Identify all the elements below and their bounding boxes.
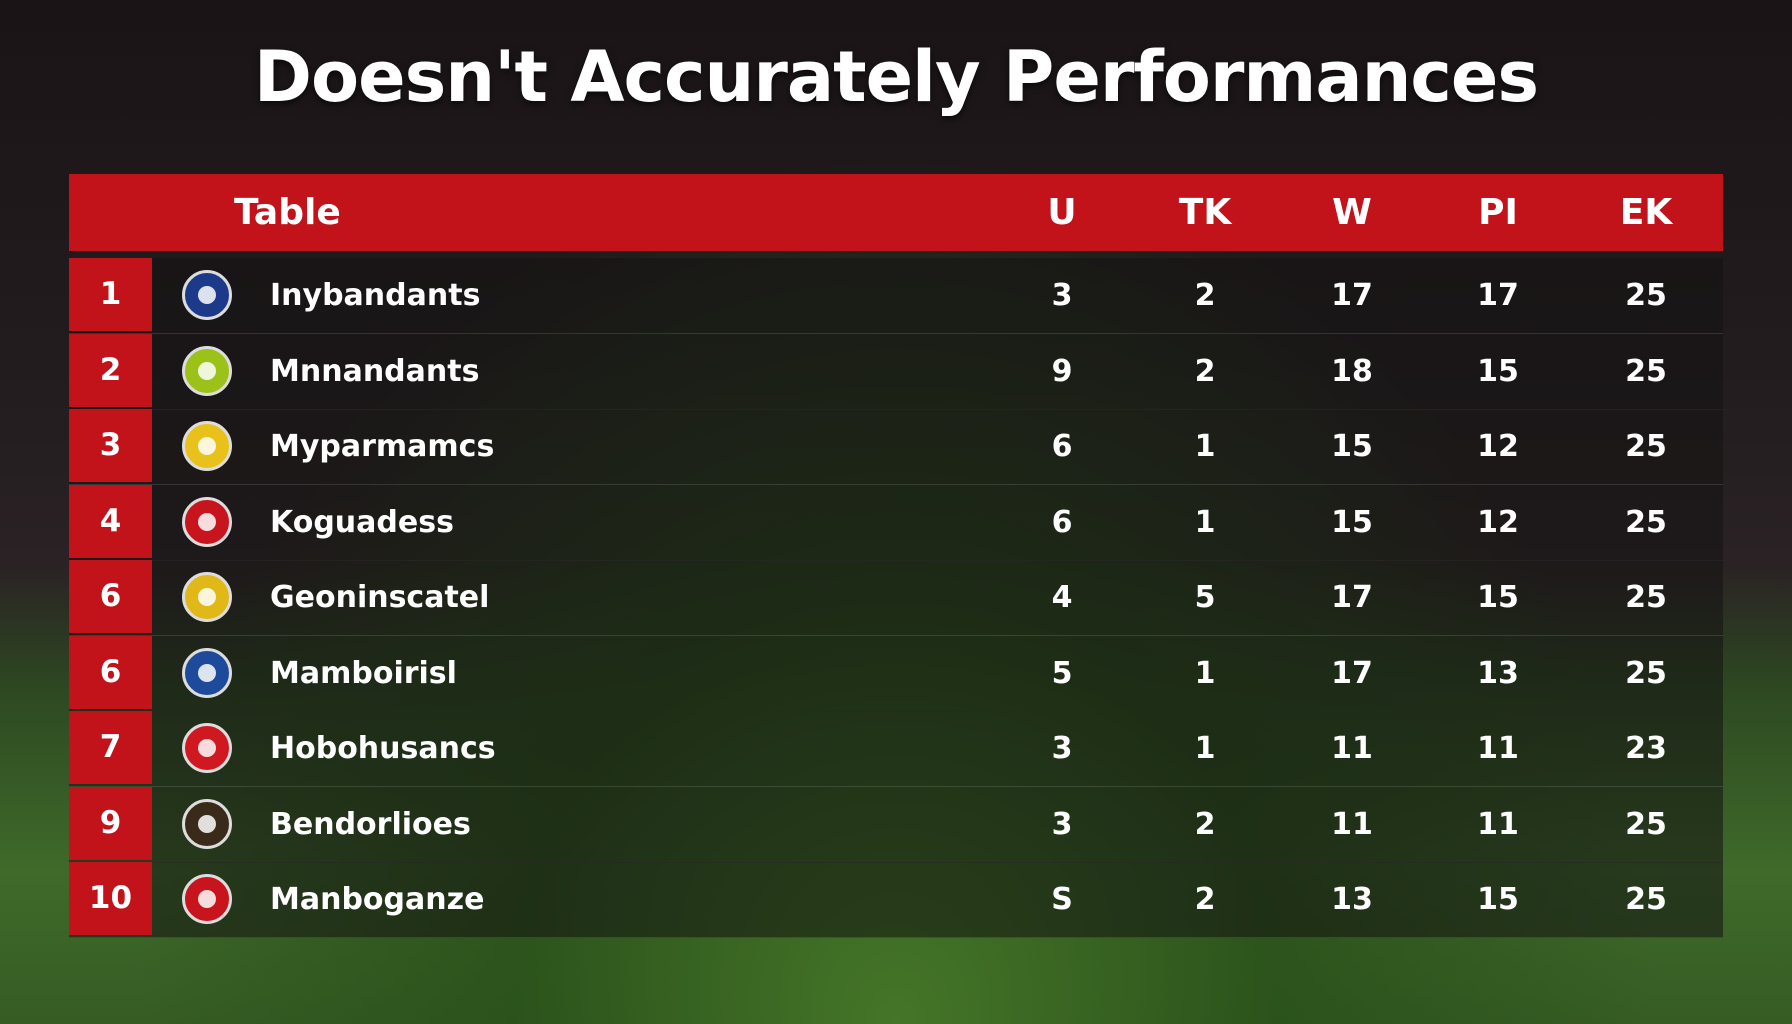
stat-cell: 25	[1625, 278, 1667, 313]
stat-cell: 11	[1477, 731, 1519, 766]
stat-cell: 1	[1194, 429, 1216, 464]
team-logo	[182, 647, 232, 698]
table-row: 7 Hobohusancs 3 1 11 11 23	[69, 711, 1723, 787]
rank: 6	[69, 635, 152, 709]
stat-cell: 25	[1625, 580, 1667, 615]
stat-cell: 2	[1194, 278, 1216, 313]
team-logo	[182, 723, 232, 773]
stat-cell: 1	[1194, 504, 1216, 540]
stat-cell: 25	[1625, 353, 1667, 389]
team-name: Koguadess	[270, 504, 454, 540]
stat-cell: 13	[1331, 882, 1373, 917]
team-logo	[182, 270, 232, 320]
stat-cell: 12	[1477, 504, 1519, 540]
stat-cell: 17	[1331, 655, 1373, 691]
stat-cell: 3	[1051, 731, 1073, 766]
stat-cell: 18	[1331, 353, 1373, 389]
title: Doesn't Accurately Performances	[253, 36, 1539, 118]
team-name: Bendorlioes	[270, 806, 471, 842]
stat-cell: 15	[1331, 429, 1373, 464]
stat-cell: 11	[1331, 806, 1373, 842]
stat-cell: 25	[1625, 882, 1667, 917]
stat-cell: 25	[1625, 806, 1667, 842]
stat-cell: 13	[1477, 655, 1519, 691]
header-cell: U	[1047, 192, 1077, 233]
team-logo	[182, 421, 232, 471]
team-name: Myparmamcs	[270, 429, 495, 464]
stat-cell: 23	[1625, 731, 1667, 766]
stat-cell: 17	[1331, 278, 1373, 313]
rank: 10	[69, 862, 152, 935]
table-row: 10 Manboganze S 2 13 15 25	[69, 862, 1723, 938]
stat-cell: 15	[1477, 353, 1519, 389]
stat-cell: 9	[1051, 353, 1073, 389]
table-row: 4 Koguadess 6 1 15 12 25	[69, 484, 1723, 561]
stat-cell: 15	[1477, 580, 1519, 615]
stat-cell: 15	[1477, 882, 1519, 917]
stat-cell: S	[1051, 882, 1073, 917]
team-logo	[182, 572, 232, 622]
header-cell: TK	[1178, 192, 1232, 233]
stat-cell: 1	[1194, 731, 1216, 766]
stat-cell: 2	[1194, 353, 1216, 389]
rank: 9	[69, 786, 152, 860]
header-cell: Table	[234, 192, 341, 233]
rank: 2	[69, 333, 152, 407]
stat-cell: 25	[1625, 429, 1667, 464]
header-cell: W	[1332, 192, 1372, 233]
team-logo	[182, 798, 232, 849]
stat-cell: 1	[1194, 655, 1216, 691]
table-row: 2 Mnnandants 9 2 18 15 25	[69, 333, 1723, 410]
header-cell: PI	[1478, 192, 1518, 233]
team-logo	[182, 874, 232, 924]
stat-cell: 2	[1194, 806, 1216, 842]
rank: 4	[69, 484, 152, 558]
stat-cell: 15	[1331, 504, 1373, 540]
stat-cell: 17	[1331, 580, 1373, 615]
team-logo	[182, 345, 232, 396]
rank: 3	[69, 409, 152, 482]
stat-cell: 3	[1051, 278, 1073, 313]
header-cell: EK	[1619, 192, 1673, 233]
stat-cell: 5	[1051, 655, 1073, 691]
stat-cell: 11	[1477, 806, 1519, 842]
stat-cell: 12	[1477, 429, 1519, 464]
team-name: Mnnandants	[270, 353, 480, 389]
stat-cell: 6	[1051, 429, 1073, 464]
table-row: 6 Mamboirisl 5 1 17 13 25	[69, 635, 1723, 712]
stat-cell: 3	[1051, 806, 1073, 842]
team-name: Hobohusancs	[270, 731, 496, 766]
table-row: 3 Myparmamcs 6 1 15 12 25	[69, 409, 1723, 485]
team-name: Geoninscatel	[270, 580, 490, 615]
stat-cell: 4	[1051, 580, 1073, 615]
stat-cell: 11	[1331, 731, 1373, 766]
table-row: 1 Inybandants 3 2 17 17 25	[69, 258, 1723, 334]
table-row: 9 Bendorlioes 3 2 11 11 25	[69, 786, 1723, 863]
stat-cell: 2	[1194, 882, 1216, 917]
stat-cell: 25	[1625, 655, 1667, 691]
table-row: 6 Geoninscatel 4 5 17 15 25	[69, 560, 1723, 636]
rank: 1	[69, 258, 152, 331]
stat-cell: 17	[1477, 278, 1519, 313]
rank: 6	[69, 560, 152, 633]
stat-cell: 25	[1625, 504, 1667, 540]
team-name: Manboganze	[270, 882, 485, 917]
stat-cell: 5	[1194, 580, 1216, 615]
rank: 7	[69, 711, 152, 784]
stat-cell: 6	[1051, 504, 1073, 540]
team-logo	[182, 496, 232, 547]
team-name: Mamboirisl	[270, 655, 457, 691]
table-header: Table U TK W PI EK	[69, 174, 1723, 251]
team-name: Inybandants	[270, 278, 481, 313]
